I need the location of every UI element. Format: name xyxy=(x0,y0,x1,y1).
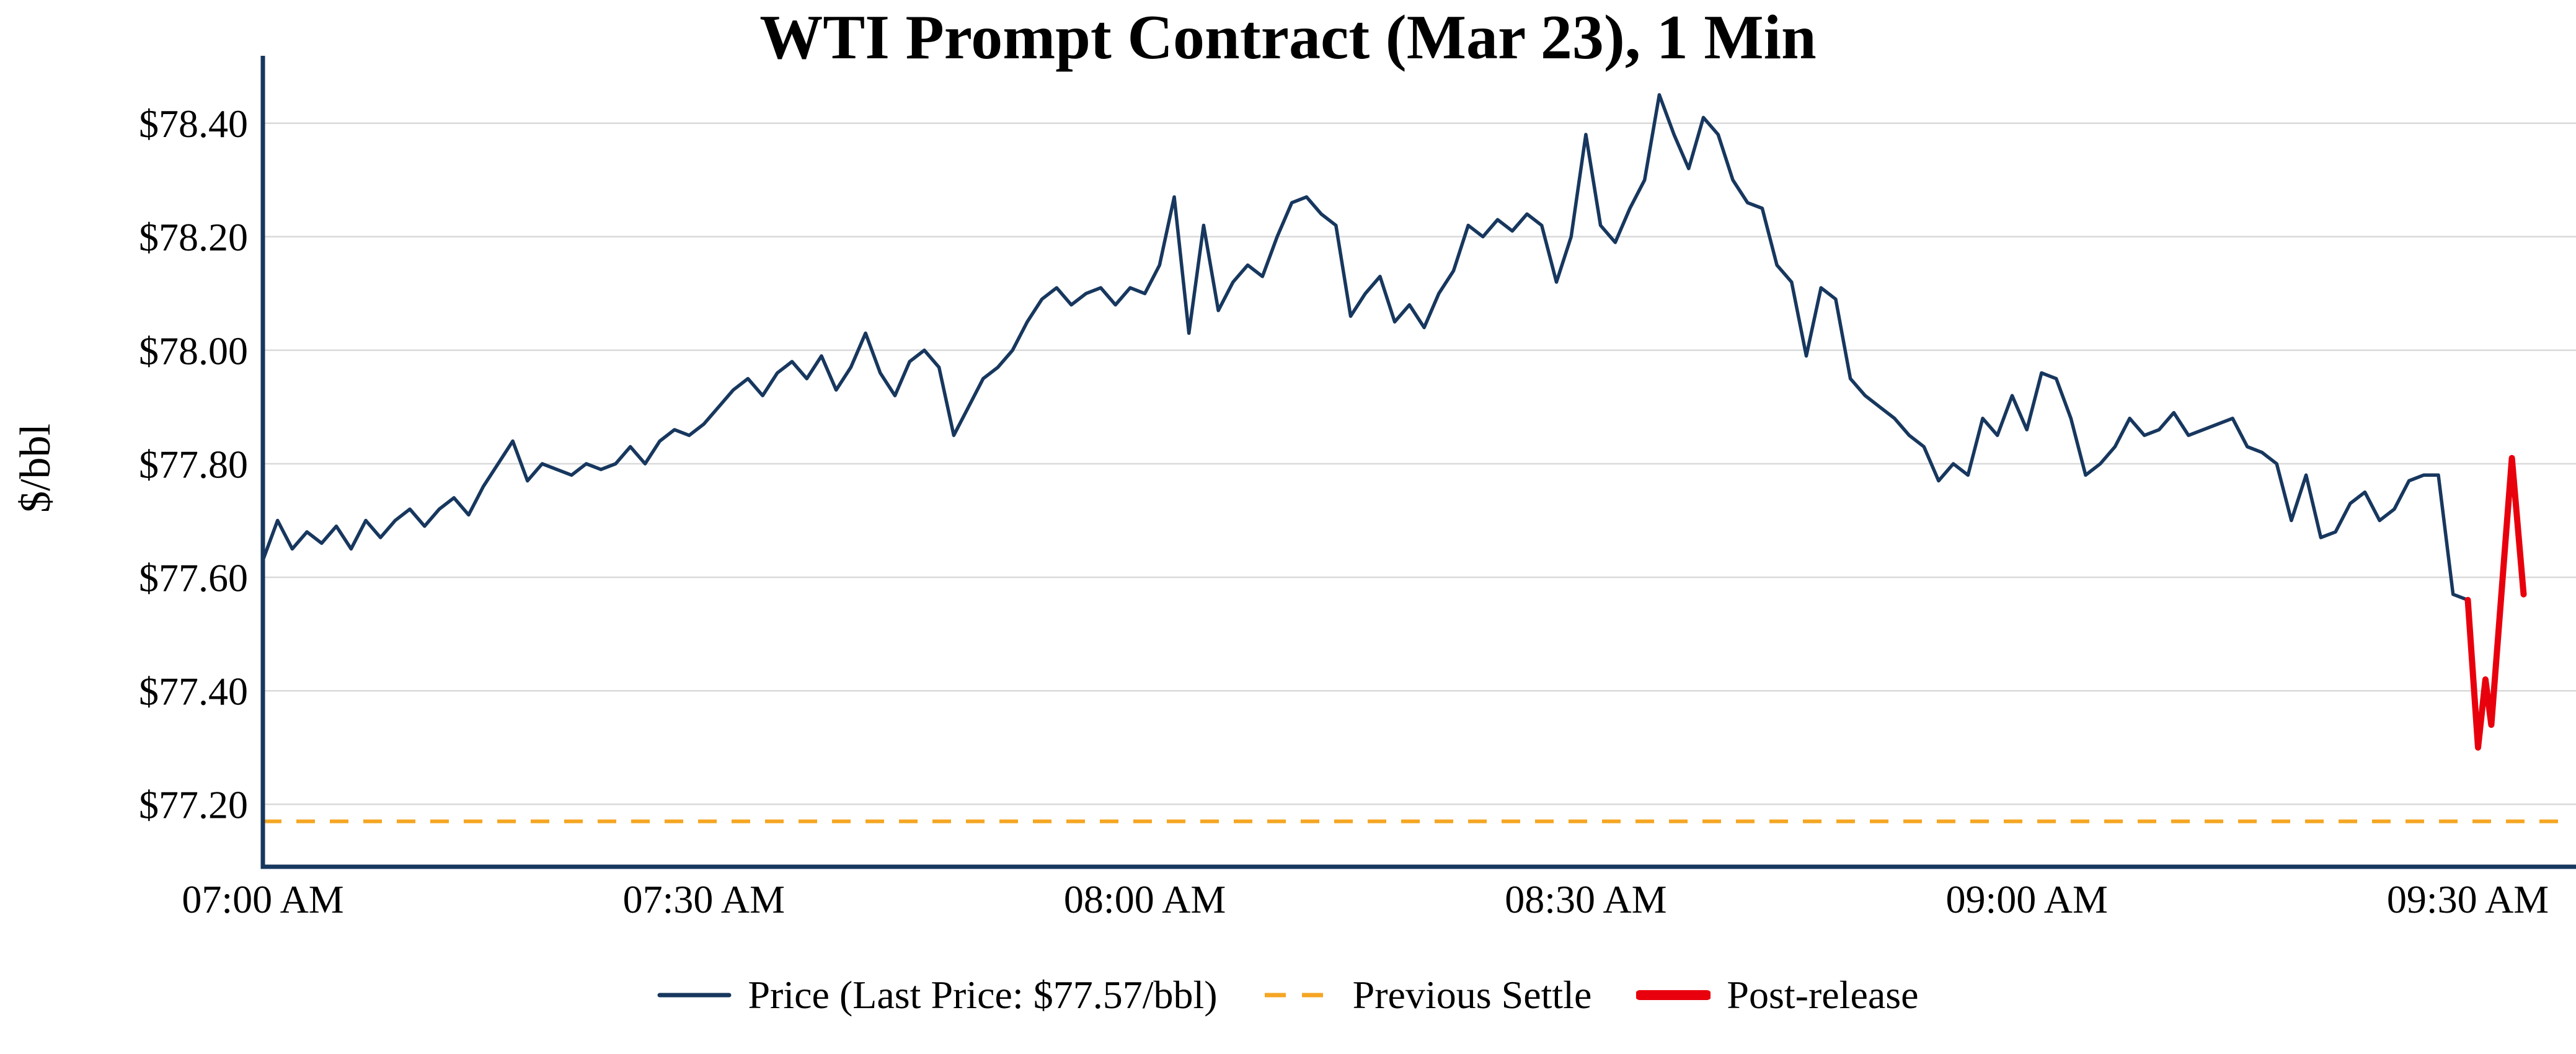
x-tick-label: 07:00 AM xyxy=(182,877,343,921)
y-tick-label: $78.40 xyxy=(139,102,248,146)
legend-label-post-release: Post-release xyxy=(1727,973,1919,1017)
legend-label-price: Price (Last Price: $77.57/bbl) xyxy=(748,973,1218,1017)
legend: Price (Last Price: $77.57/bbl) Previous … xyxy=(0,972,2576,1018)
series-price xyxy=(261,93,2470,602)
y-tick-label: $77.60 xyxy=(139,556,248,600)
x-tick-label: 09:30 AM xyxy=(2387,877,2549,921)
x-tick-label: 08:30 AM xyxy=(1505,877,1666,921)
chart-title: WTI Prompt Contract (Mar 23), 1 Min xyxy=(759,2,1817,73)
y-tick-label: $77.20 xyxy=(139,783,248,827)
legend-label-previous-settle: Previous Settle xyxy=(1352,973,1592,1017)
series-post-release xyxy=(2464,454,2527,751)
legend-item-price: Price (Last Price: $77.57/bbl) xyxy=(657,972,1218,1018)
dashed-line-swatch-icon xyxy=(1264,993,1334,998)
legend-item-previous-settle: Previous Settle xyxy=(1262,972,1592,1018)
y-tick-label: $78.00 xyxy=(139,329,248,373)
y-tick-label: $77.80 xyxy=(139,442,248,486)
legend-item-post-release: Post-release xyxy=(1636,972,1919,1018)
x-tick-label: 07:30 AM xyxy=(623,877,785,921)
x-tick-label: 09:00 AM xyxy=(1946,877,2108,921)
post-release-line-swatch-icon xyxy=(1636,990,1711,1000)
x-tick-label: 08:00 AM xyxy=(1064,877,1226,921)
y-tick-label: $78.20 xyxy=(139,215,248,259)
price-line-swatch-icon xyxy=(657,993,732,998)
y-tick-label: $77.40 xyxy=(139,670,248,714)
